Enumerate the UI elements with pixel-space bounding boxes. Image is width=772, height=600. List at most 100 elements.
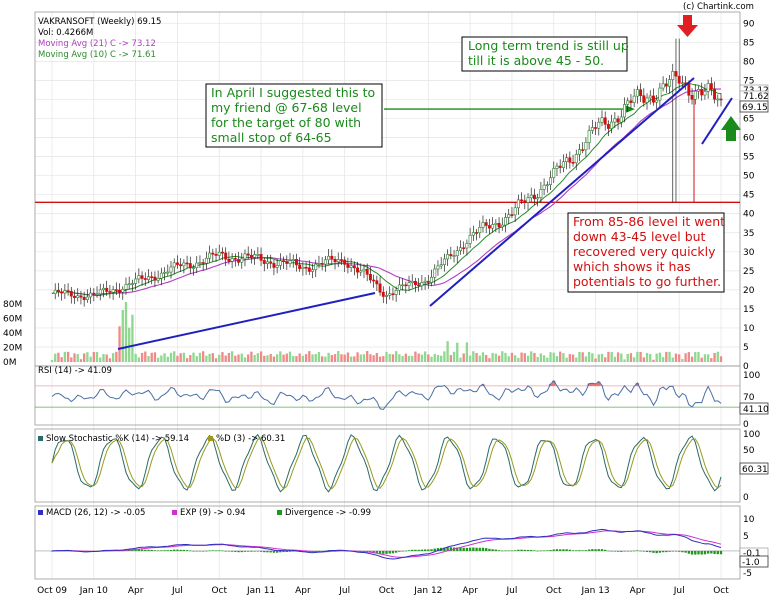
candle-body: [101, 287, 105, 291]
divergence-bar: [256, 550, 260, 552]
divergence-bar: [485, 548, 488, 551]
divergence-bar: [179, 549, 182, 551]
divergence-bar: [661, 550, 665, 553]
candle-body: [581, 149, 585, 151]
volume-bar: [452, 351, 456, 362]
candle-body: [63, 290, 67, 294]
volume-bar: [523, 353, 526, 362]
candle-body: [159, 272, 163, 279]
candle-body: [709, 83, 713, 90]
divergence-bar: [600, 549, 604, 551]
divergence-bar: [147, 549, 150, 551]
divergence-bar: [292, 550, 295, 552]
trendline-2012-2013: [429, 77, 695, 307]
divergence-bar: [385, 550, 388, 554]
candle-body: [327, 255, 331, 261]
candle-body: [89, 292, 93, 298]
volume-bar: [79, 359, 83, 362]
divergence-bar: [407, 550, 411, 551]
candle-body: [233, 258, 237, 260]
candle-body: [584, 142, 588, 151]
divergence-bar: [668, 550, 671, 552]
candle-body: [307, 267, 311, 272]
candle-body: [545, 184, 549, 186]
candle-body: [520, 199, 524, 202]
volume-bar: [185, 358, 189, 362]
volume-bar: [513, 355, 517, 362]
price-tick-label: 50: [743, 172, 755, 182]
volume-bar: [202, 351, 205, 362]
macd-legend-line: MACD (26, 12) -> -0.05: [46, 508, 145, 518]
volume-tick-label: 40M: [3, 329, 22, 339]
volume-bar: [552, 352, 555, 362]
volume-bar: [481, 352, 485, 362]
candle-body: [516, 199, 520, 209]
volume-bar: [321, 356, 324, 362]
volume-bar: [214, 358, 218, 362]
candle-body: [603, 117, 607, 125]
macd-tick-label: 10: [743, 515, 755, 525]
rsi-line: [51, 380, 722, 411]
divergence-bar: [433, 548, 436, 551]
divergence-bar: [176, 549, 179, 551]
x-tick-label: Jul: [506, 586, 518, 596]
candle-body: [368, 274, 372, 281]
volume-bar: [446, 341, 449, 362]
candle-body: [413, 281, 417, 285]
stochastic-panel: [51, 433, 722, 493]
divergence-bar: [700, 550, 703, 555]
volume-bar: [99, 357, 102, 362]
divergence-bar: [462, 547, 465, 551]
volume-bar: [719, 356, 723, 362]
divergence-bar: [221, 550, 224, 552]
candle-body: [465, 243, 469, 249]
candle-body: [680, 82, 684, 85]
candle-body: [610, 121, 614, 129]
legend-volume: Vol: 0.4266M: [38, 28, 93, 38]
candle-body: [706, 83, 710, 92]
price-tick-label: 90: [743, 19, 755, 29]
candle-body: [616, 118, 620, 123]
candle-body: [655, 99, 659, 103]
volume-bar: [645, 352, 649, 362]
macd-tick-label: -5: [743, 569, 752, 579]
candle-body: [272, 263, 276, 268]
divergence-bar: [211, 550, 214, 551]
candle-body: [282, 260, 286, 262]
volume-bar: [475, 352, 478, 362]
divergence-bar: [189, 550, 192, 552]
price-tick-label: 80: [743, 57, 755, 67]
candle-body: [356, 267, 360, 273]
candle-body: [420, 282, 424, 287]
volume-bar: [565, 357, 568, 362]
candle-body: [172, 262, 176, 268]
divergence-bar: [565, 549, 568, 551]
divergence-bar: [234, 550, 237, 552]
candle-body: [716, 98, 720, 101]
divergence-bar: [607, 550, 610, 552]
annotation-line: In April I suggested this to: [211, 85, 375, 100]
volume-bar: [285, 353, 288, 362]
candle-body: [639, 89, 643, 96]
divergence-bar: [243, 550, 247, 552]
divergence-bar: [404, 550, 407, 552]
rsi-panel-frame: [34, 365, 741, 426]
candle-body: [211, 252, 215, 255]
volume-bar: [66, 351, 70, 362]
volume-bar: [227, 352, 231, 362]
volume-bar: [256, 353, 260, 362]
candle-body: [401, 284, 405, 287]
divergence-bar: [388, 550, 391, 554]
volume-bar: [546, 357, 549, 362]
volume-bar: [359, 354, 362, 362]
divergence-bar: [144, 549, 147, 551]
price-tick-label: 35: [743, 229, 754, 239]
candle-body: [385, 295, 388, 297]
candle-body: [606, 124, 610, 129]
x-tick-label: Jul: [673, 586, 685, 596]
volume-bar: [610, 352, 613, 362]
divergence-bar: [597, 549, 600, 551]
candle-body: [423, 280, 427, 283]
divergence-bar: [131, 549, 134, 551]
divergence-bar: [150, 549, 153, 551]
